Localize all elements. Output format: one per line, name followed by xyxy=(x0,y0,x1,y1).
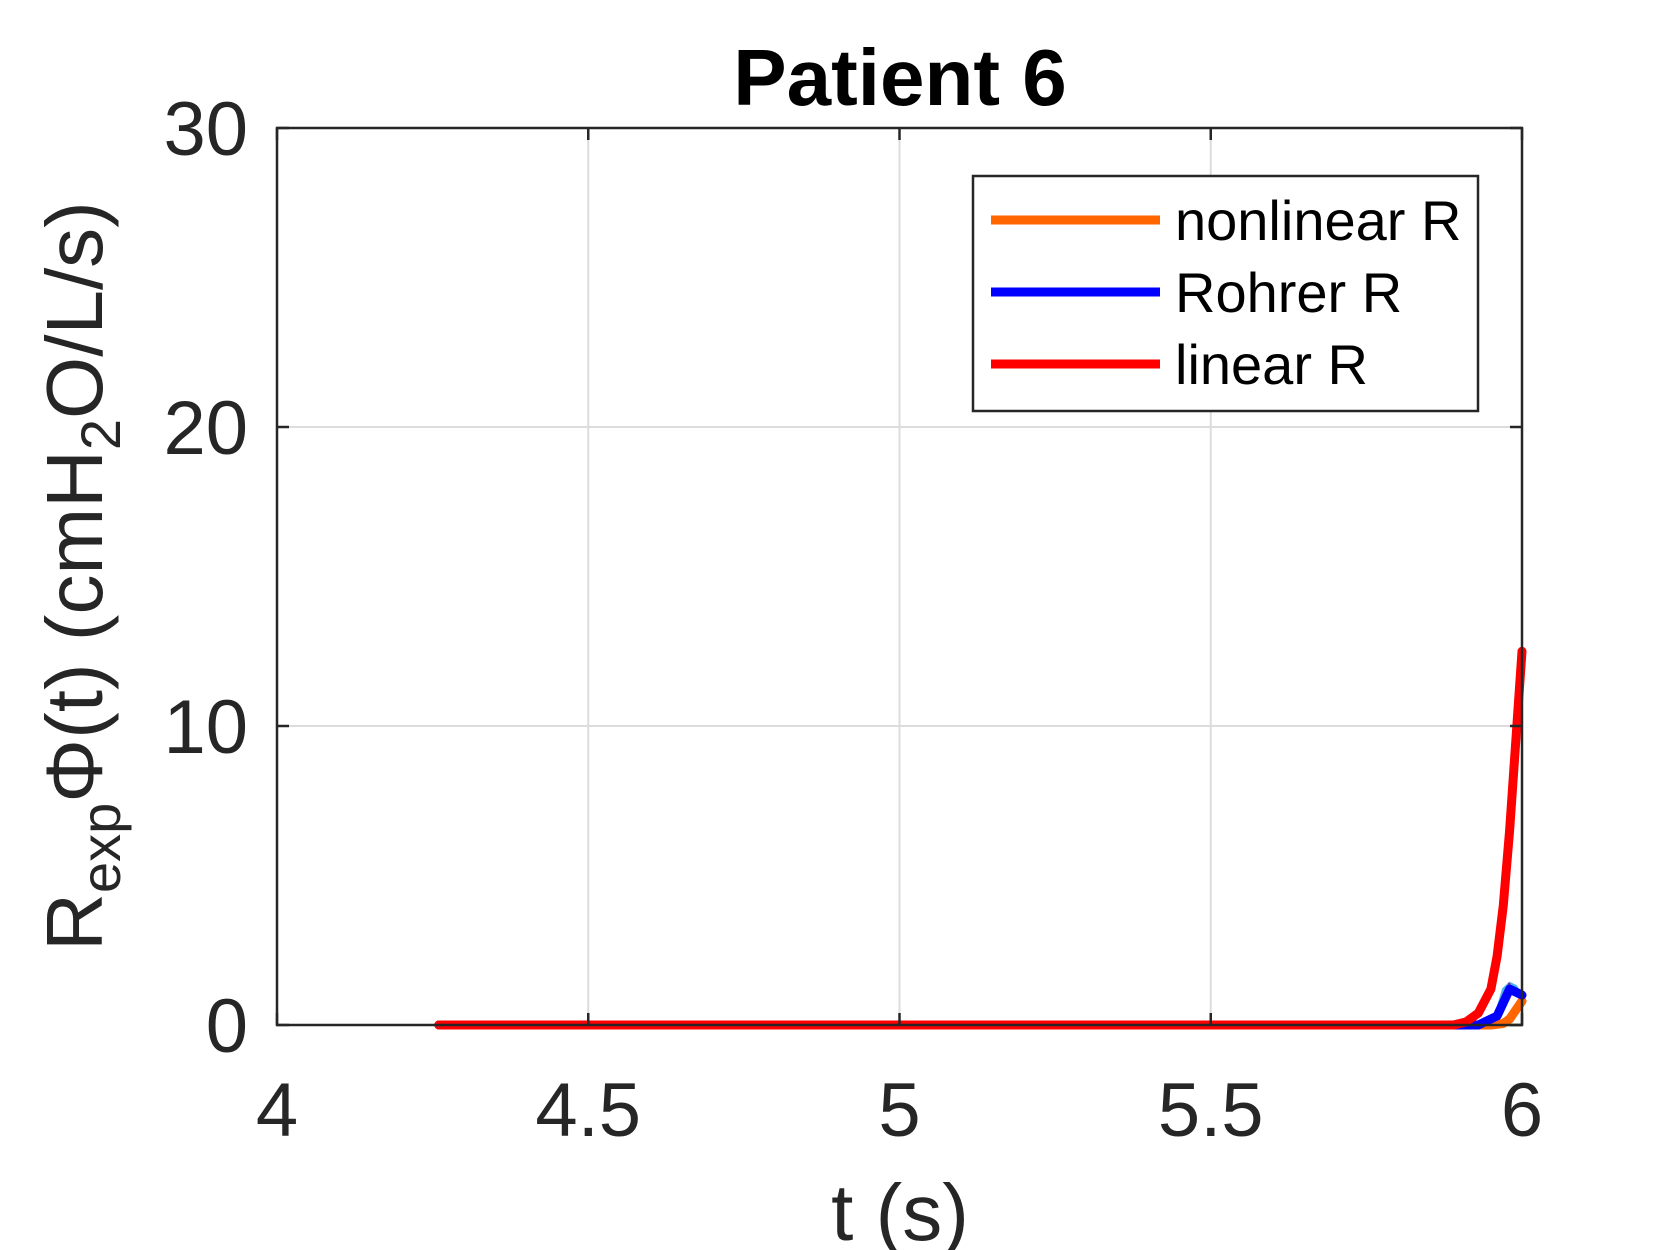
legend-label-2: linear R xyxy=(1175,333,1368,396)
y-tick-label-3: 30 xyxy=(163,87,248,172)
y-axis-label-base-sub: exp xyxy=(69,803,132,893)
y-axis-label-phi: Φ(t) (cmH xyxy=(30,450,119,803)
x-tick-label-1: 4.5 xyxy=(535,1068,641,1153)
x-tick-label-3: 5.5 xyxy=(1158,1068,1264,1153)
x-tick-label-0: 4 xyxy=(256,1068,298,1153)
y-axis-label-sub: 2 xyxy=(69,419,132,450)
y-tick-label-0: 0 xyxy=(206,984,248,1069)
y-axis-label-base: R xyxy=(30,893,119,951)
x-tick-label-2: 5 xyxy=(878,1068,920,1153)
y-tick-label-2: 20 xyxy=(163,386,248,471)
y-axis-label-rest: O/L/s) xyxy=(30,201,119,419)
x-axis-label: t (s) xyxy=(831,1168,969,1250)
svg-text:RexpΦ(t) (cmH2O/L/s): RexpΦ(t) (cmH2O/L/s) xyxy=(30,201,132,951)
ticks: 4 4.5 5 5.5 6 0 10 20 30 xyxy=(163,87,1543,1153)
y-axis-label: RexpΦ(t) (cmH2O/L/s) xyxy=(30,201,132,951)
x-tick-label-4: 6 xyxy=(1501,1068,1543,1153)
chart-title: Patient 6 xyxy=(733,33,1066,122)
series-line-linear-r xyxy=(434,646,1527,1030)
y-tick-label-1: 10 xyxy=(163,685,248,770)
legend: nonlinear R Rohrer R linear R xyxy=(971,174,1480,413)
legend-label-0: nonlinear R xyxy=(1175,189,1461,252)
legend-label-1: Rohrer R xyxy=(1175,261,1402,324)
